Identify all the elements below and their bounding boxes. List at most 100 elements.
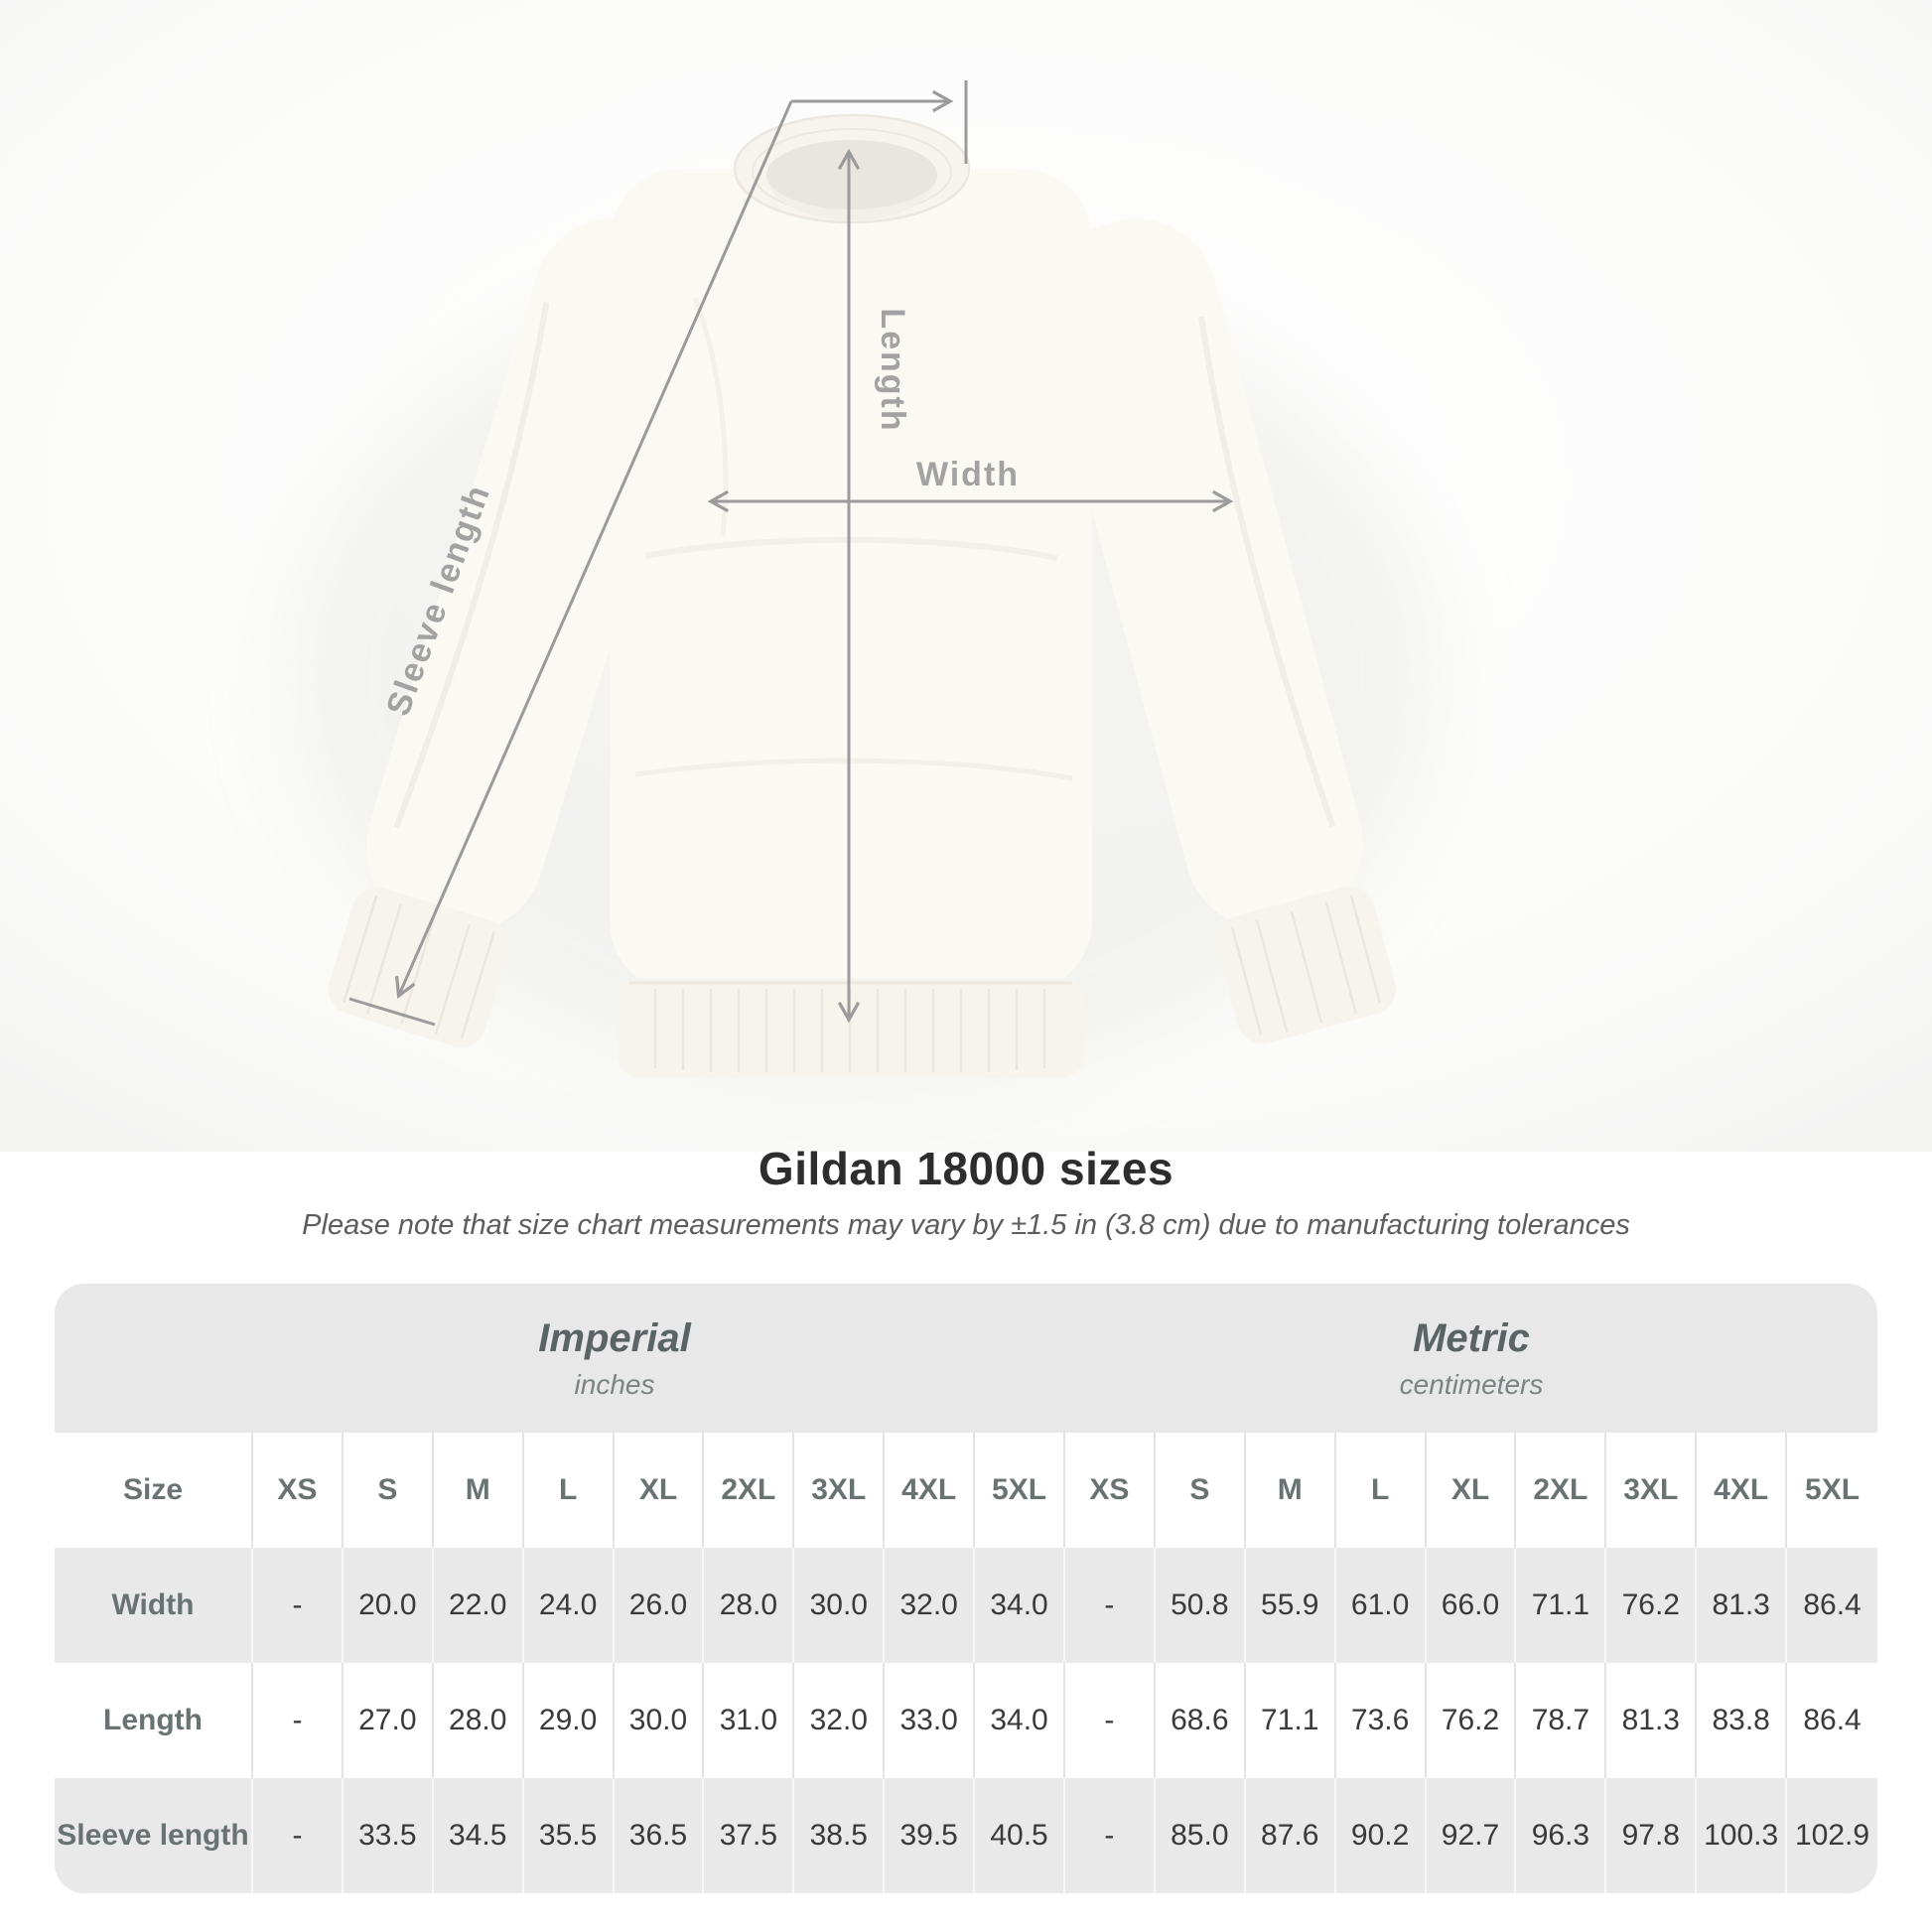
size-header: S — [344, 1433, 434, 1548]
table-cell: 102.9 — [1795, 1819, 1870, 1852]
tolerance-note: Please note that size chart measurements… — [302, 1209, 1630, 1241]
sleeve-end-tick — [348, 997, 436, 1027]
size-header: 5XL — [1805, 1473, 1861, 1506]
table-cell: 87.6 — [1246, 1778, 1336, 1893]
collar — [733, 113, 971, 224]
table-cell: 24.0 — [524, 1548, 615, 1663]
torso — [610, 169, 1092, 993]
product-photo-area: Length Width Sleeve length — [0, 0, 1932, 1152]
imperial-group-header: Imperial inches — [55, 1284, 1065, 1433]
table-cell: - — [253, 1548, 344, 1663]
row-label: Sleeve length — [55, 1778, 253, 1893]
table-cell: 61.0 — [1336, 1548, 1427, 1663]
page-title: Gildan 18000 sizes — [758, 1143, 1174, 1194]
table-cell: 76.2 — [1606, 1548, 1698, 1663]
imperial-label: Imperial — [538, 1315, 691, 1360]
right-sleeve — [1038, 218, 1396, 1044]
size-header: XL — [615, 1433, 705, 1548]
table-cell: 55.9 — [1246, 1548, 1336, 1663]
table-cell: 76.2 — [1427, 1663, 1517, 1778]
table-cell: 92.7 — [1427, 1778, 1517, 1893]
table-cell: 30.0 — [615, 1663, 705, 1778]
caption-block: Gildan 18000 sizes Please note that size… — [0, 1142, 1932, 1242]
size-header: 4XL — [885, 1433, 976, 1548]
row-label: Width — [55, 1548, 253, 1663]
size-header: L — [524, 1433, 615, 1548]
size-header: M — [434, 1433, 524, 1548]
table-cell: 71.1 — [1246, 1663, 1336, 1778]
table-cell: 34.0 — [975, 1548, 1065, 1663]
waistband — [618, 978, 1084, 1077]
table-cell: 90.2 — [1336, 1778, 1427, 1893]
table-cell: - — [1065, 1548, 1156, 1663]
table-cell: 31.0 — [704, 1663, 795, 1778]
unit-group-header: Imperial inches Metric centimeters — [55, 1284, 1877, 1433]
table-row-sleeve-length: Sleeve length - 33.5 34.5 35.5 36.5 37.5… — [55, 1778, 1877, 1893]
size-header: 3XL — [1606, 1433, 1698, 1548]
table-cell: 34.5 — [434, 1778, 524, 1893]
table-cell: 50.8 — [1156, 1548, 1246, 1663]
table-cell: 33.5 — [344, 1778, 434, 1893]
table-cell: 39.5 — [885, 1778, 976, 1893]
width-measure-label: Width — [916, 456, 1020, 493]
table-cell: 78.7 — [1516, 1663, 1607, 1778]
row-label: Length — [55, 1663, 253, 1778]
size-header: L — [1336, 1433, 1427, 1548]
table-cell: 86.4 — [1803, 1704, 1862, 1736]
table-cell: 33.0 — [885, 1663, 976, 1778]
table-cell: 29.0 — [524, 1663, 615, 1778]
sweatshirt-illustration — [288, 113, 1440, 1092]
size-header: 4XL — [1697, 1433, 1788, 1548]
table-cell: 100.3 — [1697, 1778, 1788, 1893]
table-cell: 38.5 — [794, 1778, 886, 1893]
table-cell: - — [1065, 1778, 1156, 1893]
metric-group-header: Metric centimeters — [1065, 1284, 1877, 1433]
table-row-length: Length - 27.0 28.0 29.0 30.0 31.0 32.0 3… — [55, 1663, 1877, 1778]
size-header: 5XL — [975, 1433, 1065, 1548]
table-cell: 81.3 — [1606, 1663, 1698, 1778]
size-header: 2XL — [704, 1433, 795, 1548]
size-table: Imperial inches Metric centimeters Size … — [55, 1284, 1877, 1893]
metric-label: Metric — [1413, 1315, 1530, 1360]
table-cell: 35.5 — [524, 1778, 615, 1893]
table-cell: 86.4 — [1803, 1588, 1862, 1621]
table-cell: 85.0 — [1156, 1778, 1246, 1893]
table-row-width: Width - 20.0 22.0 24.0 26.0 28.0 30.0 32… — [55, 1548, 1877, 1663]
table-cell: 97.8 — [1606, 1778, 1698, 1893]
table-cell: - — [1065, 1663, 1156, 1778]
measurement-annotations — [348, 80, 1234, 1027]
table-cell: 32.0 — [885, 1548, 976, 1663]
table-cell: 32.0 — [794, 1663, 886, 1778]
table-cell: 96.3 — [1516, 1778, 1607, 1893]
table-cell: 20.0 — [344, 1548, 434, 1663]
size-header: 2XL — [1516, 1433, 1607, 1548]
imperial-unit-label: inches — [574, 1368, 655, 1400]
size-header: S — [1156, 1433, 1246, 1548]
sweatshirt-diagram: Length Width Sleeve length — [0, 0, 1932, 1152]
size-header: M — [1246, 1433, 1336, 1548]
table-cell: 22.0 — [434, 1548, 524, 1663]
table-cell: 68.6 — [1156, 1663, 1246, 1778]
metric-unit-label: centimeters — [1399, 1368, 1544, 1400]
size-header: XS — [253, 1433, 344, 1548]
table-cell: 27.0 — [344, 1663, 434, 1778]
table-cell: 40.5 — [975, 1778, 1065, 1893]
table-cell: 81.3 — [1697, 1548, 1788, 1663]
table-cell: 34.0 — [975, 1663, 1065, 1778]
size-header: XS — [1065, 1433, 1156, 1548]
table-cell: 36.5 — [615, 1778, 705, 1893]
table-cell: - — [253, 1778, 344, 1893]
size-column-header: Size — [55, 1433, 253, 1548]
table-cell: 73.6 — [1336, 1663, 1427, 1778]
table-row-sizes: Size XS S M L XL 2XL 3XL 4XL 5XL XS S M … — [55, 1433, 1877, 1548]
table-cell: 28.0 — [704, 1548, 795, 1663]
size-header: XL — [1427, 1433, 1517, 1548]
table-cell: 28.0 — [434, 1663, 524, 1778]
table-cell: 66.0 — [1427, 1548, 1517, 1663]
table-cell: 37.5 — [704, 1778, 795, 1893]
table-cell: 83.8 — [1697, 1663, 1788, 1778]
length-measure-label: Length — [874, 308, 911, 432]
table-cell: - — [253, 1663, 344, 1778]
sleeve-diagonal-arrow — [394, 100, 793, 1000]
